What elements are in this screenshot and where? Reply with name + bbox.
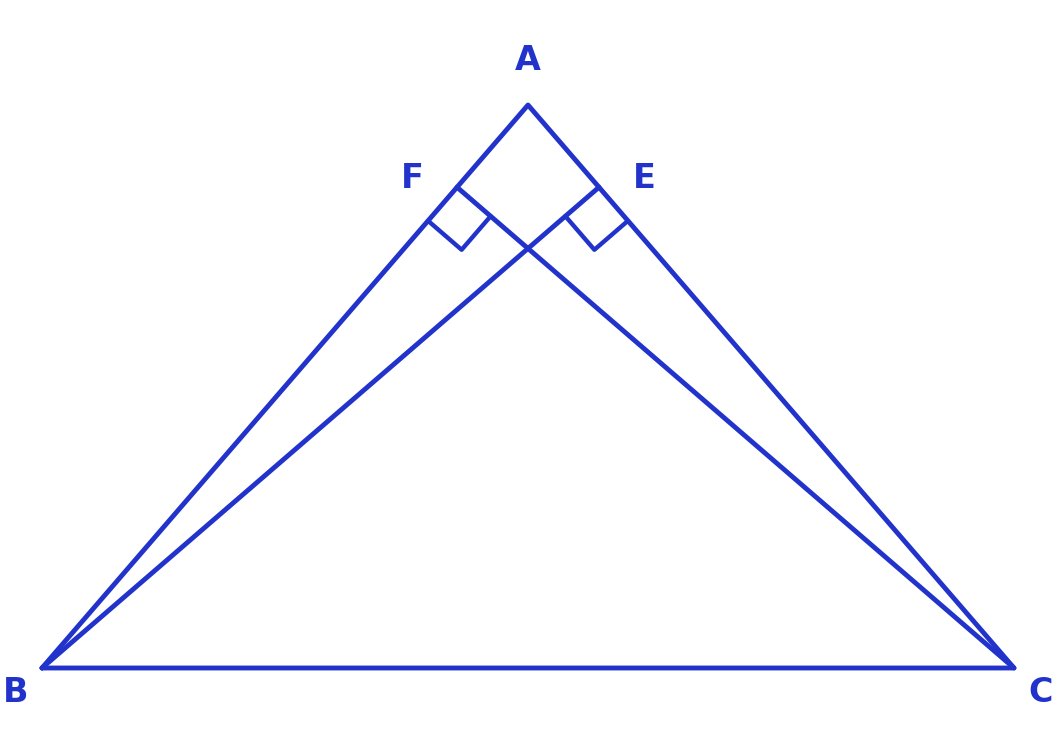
Text: E: E — [633, 162, 656, 195]
Text: B: B — [2, 676, 29, 710]
Text: A: A — [515, 44, 541, 77]
Text: C: C — [1027, 676, 1053, 710]
Text: F: F — [400, 162, 423, 195]
